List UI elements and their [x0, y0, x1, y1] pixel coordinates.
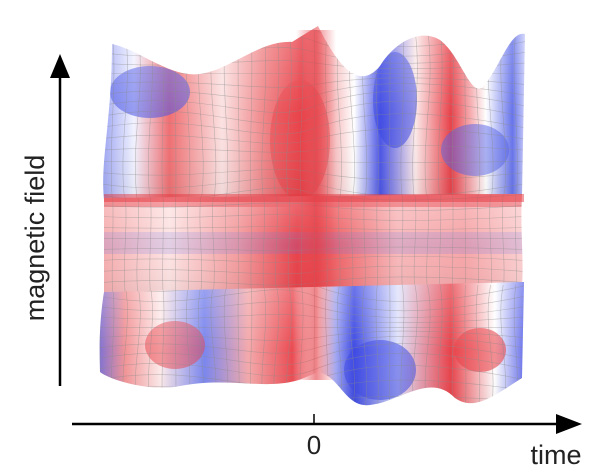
- mesh-line: [528, 285, 529, 412]
- mesh-line: [437, 29, 443, 200]
- mesh-line: [261, 29, 267, 200]
- mesh-line: [199, 194, 202, 292]
- mesh-line: [528, 30, 529, 205]
- mesh-line: [400, 29, 405, 200]
- x-axis-label: time: [530, 440, 581, 470]
- mesh-line: [124, 194, 127, 292]
- y-axis-arrowhead: [50, 54, 70, 78]
- y-axis: [50, 54, 70, 386]
- mesh-line: [413, 194, 417, 292]
- mesh-line: [424, 29, 431, 200]
- mesh-line: [477, 194, 479, 292]
- mesh-line: [187, 194, 190, 292]
- mesh-line: [262, 194, 265, 292]
- mesh-line: [338, 194, 341, 292]
- mesh-line: [250, 194, 252, 292]
- x-tick-label-zero: 0: [307, 430, 321, 460]
- mesh-line: [136, 194, 140, 292]
- mesh-line: [426, 194, 429, 292]
- mesh-line: [363, 194, 366, 292]
- mesh-line: [439, 194, 442, 292]
- central-ridge: [296, 30, 336, 380]
- mesh-line: [375, 284, 379, 406]
- x-axis-arrowhead: [556, 414, 582, 434]
- mesh-line: [122, 29, 128, 200]
- mesh-line: [287, 194, 291, 292]
- mesh-line: [275, 194, 278, 292]
- mesh-line: [212, 194, 215, 292]
- y-axis-label: magnetic field: [20, 155, 50, 322]
- mesh-line: [96, 411, 528, 413]
- x-axis: [72, 414, 582, 434]
- mesh-line: [513, 29, 518, 200]
- mesh-line: [111, 194, 114, 292]
- mesh-line: [286, 29, 292, 200]
- mesh-line: [401, 194, 404, 292]
- mesh-line: [273, 29, 280, 200]
- mesh-line: [110, 29, 115, 200]
- mesh-line: [162, 194, 164, 292]
- mesh-line: [149, 194, 152, 292]
- mesh-line: [464, 284, 467, 406]
- mesh-line: [452, 194, 454, 292]
- mesh-line: [350, 194, 354, 292]
- horizontal-ridge: [104, 194, 524, 202]
- mesh-line: [475, 284, 481, 406]
- mesh-line: [412, 29, 418, 200]
- mesh-line: [376, 194, 378, 292]
